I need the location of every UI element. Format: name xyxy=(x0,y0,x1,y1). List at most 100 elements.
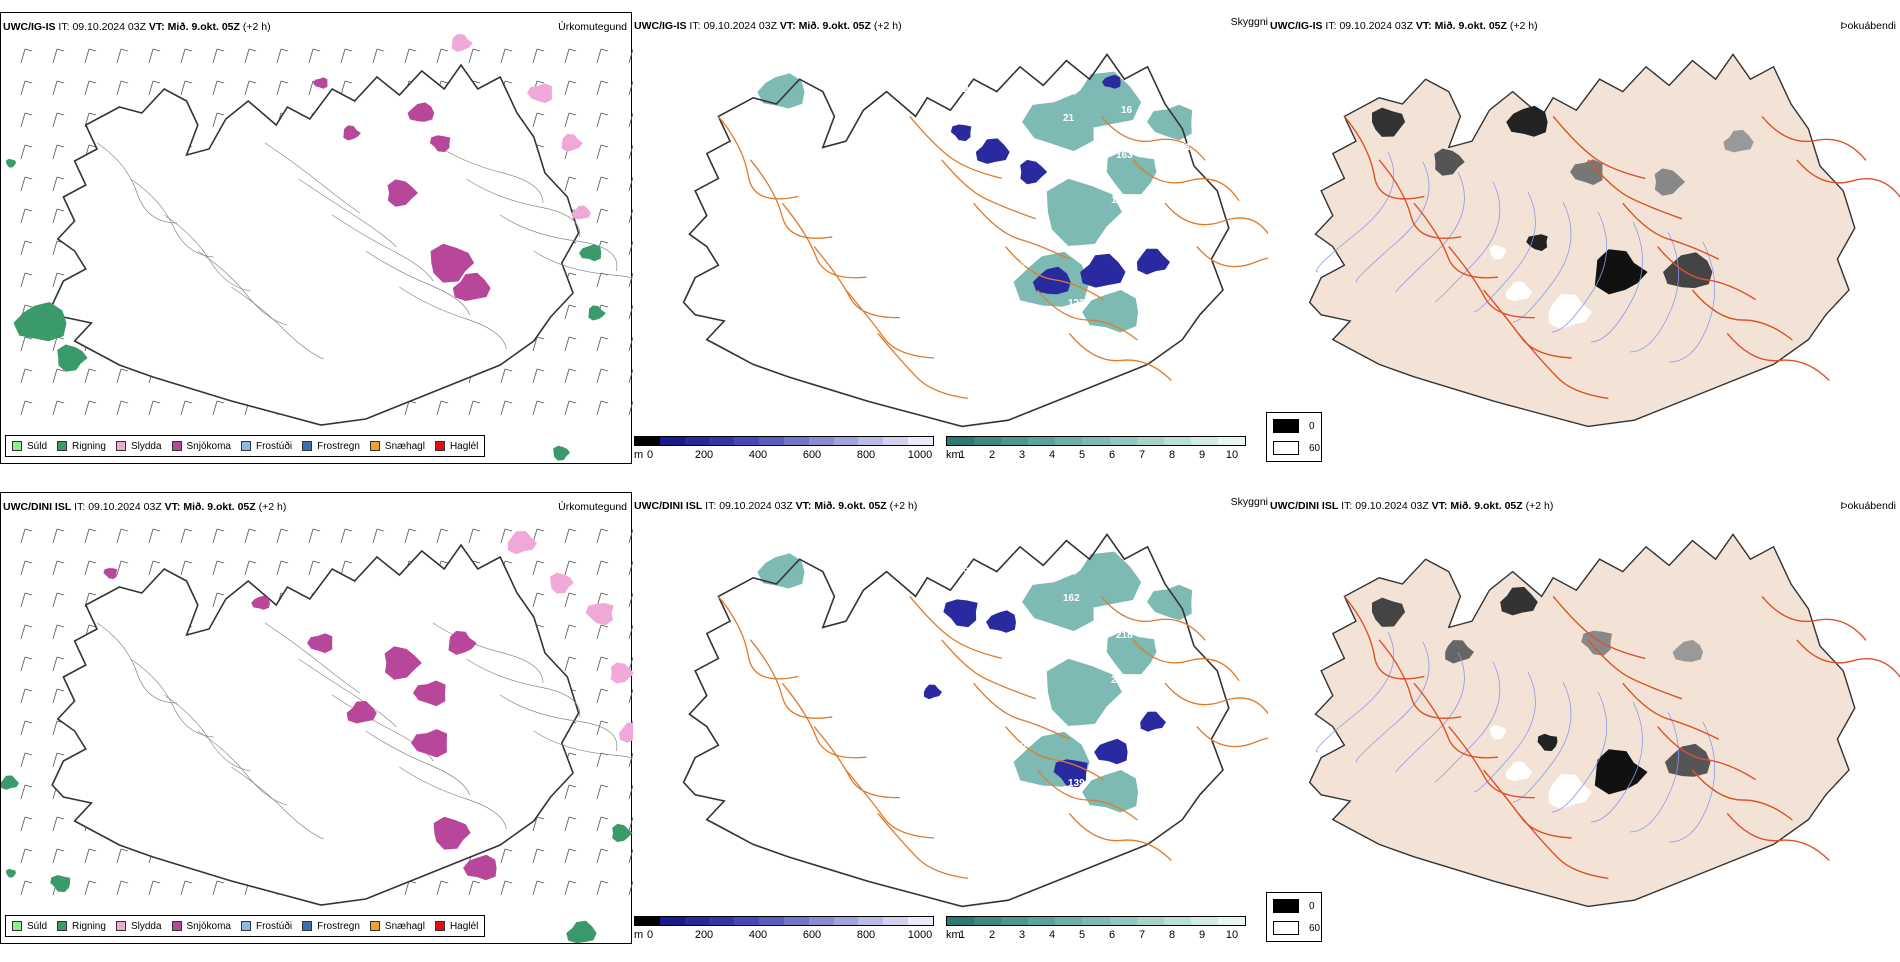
visibility-value-label: 139 xyxy=(1010,786,1027,797)
visibility-value-label: 16 xyxy=(1121,105,1133,116)
clear-area-patch xyxy=(1490,724,1507,740)
visibility-panel: UWC/DINI ISL IT: 09.10.2024 03Z VT: Mið.… xyxy=(632,492,1268,944)
panel-title: Skyggni xyxy=(1230,16,1268,28)
sleet-area xyxy=(561,133,583,152)
visibility-value-label: 152 xyxy=(952,84,969,95)
very-low-visibility-area xyxy=(1032,266,1071,295)
fog-legend-swatch-dark xyxy=(1273,899,1299,913)
rain-area xyxy=(6,868,16,878)
visibility-value-label: 15 xyxy=(1111,195,1123,206)
visibility-value-label: 20 xyxy=(962,704,974,715)
colorbar-unit: m xyxy=(634,449,644,461)
road-network xyxy=(717,595,1268,880)
iceland-coastline xyxy=(51,63,580,426)
panel-title: Þokuábendi xyxy=(1840,500,1896,512)
rain-area xyxy=(553,445,570,461)
colorbar-unit: m xyxy=(634,929,644,941)
low-visibility-area xyxy=(1106,631,1157,675)
legend-item: Frostregn xyxy=(302,441,360,452)
fog-legend: 0 60 xyxy=(1266,892,1322,942)
colorbar-tick-label: 8 xyxy=(1168,449,1176,461)
visibility-value-label: 67 xyxy=(957,269,969,280)
iceland-coastline xyxy=(682,53,1230,428)
iceland-coastline xyxy=(682,533,1230,908)
fog-index-field xyxy=(1372,105,1754,295)
visibility-value-label: 46 xyxy=(1058,158,1070,169)
fog-legend-swatch-dark xyxy=(1273,419,1299,433)
sleet-area xyxy=(619,722,633,743)
legend-label: Súld xyxy=(27,440,48,452)
snow-area xyxy=(313,77,328,89)
rain-area xyxy=(50,875,71,893)
colorbar-tick-label: 2 xyxy=(988,929,996,941)
legend-swatch xyxy=(171,921,182,931)
visibility-field xyxy=(757,551,1193,813)
colorbar-tick-label: 600 xyxy=(802,449,822,461)
fog-area xyxy=(1594,749,1648,795)
low-visibility-area xyxy=(1065,71,1142,128)
low-visibility-area xyxy=(1082,290,1138,333)
colorbar-tick-label: 1000 xyxy=(907,449,933,461)
colorbar-tick-label: 9 xyxy=(1198,449,1206,461)
iceland-coastline xyxy=(51,543,580,906)
rain-area xyxy=(6,158,16,168)
visibility-value-label: 46 xyxy=(1169,187,1181,198)
colorbar-tick-label: 7 xyxy=(1138,449,1146,461)
fog-legend-label: 0 xyxy=(1309,421,1315,432)
fog-area xyxy=(1594,249,1648,295)
low-visibility-area xyxy=(757,553,805,589)
legend-item: Rigning xyxy=(57,921,106,932)
legend-swatch xyxy=(240,921,251,931)
rain-area xyxy=(579,244,602,262)
snow-area xyxy=(251,595,270,610)
fog-area xyxy=(1664,743,1711,777)
legend-item: Rigning xyxy=(57,441,106,452)
colorbar-tick-label: 8 xyxy=(1168,929,1176,941)
low-visibility-area xyxy=(1147,104,1193,141)
panel-title: Skyggni xyxy=(1230,496,1268,508)
legend-label: Haglél xyxy=(449,440,479,452)
legend-label: Snjókoma xyxy=(186,440,231,452)
visibility-value-label: 97 xyxy=(1015,261,1027,272)
visibility-value-label: 23 xyxy=(1164,712,1176,723)
legend-item: Snjókoma xyxy=(171,921,231,932)
low-visibility-area xyxy=(1046,178,1122,246)
fog-area xyxy=(1654,168,1686,196)
legend-item: Súld xyxy=(12,441,47,452)
legend-label: Frostúði xyxy=(255,440,293,452)
legend-item: Frostúði xyxy=(240,921,292,932)
sleet-area xyxy=(550,572,574,594)
visibility-value-label: 209 xyxy=(1010,306,1027,317)
visibility-value-label: 28 xyxy=(1164,232,1176,243)
colorbar-tick-label: 4 xyxy=(1048,929,1056,941)
legend-item: Haglél xyxy=(434,921,478,932)
sleet-area xyxy=(610,662,633,684)
legend-label: Rigning xyxy=(72,920,106,932)
colorbar-tick-label: 800 xyxy=(856,929,876,941)
fog-area xyxy=(1723,129,1754,153)
precip-legend: Súld Rigning Slydda Snjókoma Frostúði Frostre… xyxy=(5,435,486,457)
visibility-value-label: 123 xyxy=(1068,298,1085,309)
very-low-visibility-area xyxy=(986,610,1016,633)
precip-legend: Súld Rigning Slydda Snjókoma Frostúði Frostre… xyxy=(5,915,486,937)
visibility-value-label: 139 xyxy=(962,224,979,235)
colorbar-tick-label: 10 xyxy=(1225,449,1239,461)
fog-area xyxy=(1372,597,1406,627)
rain-area xyxy=(1,775,19,790)
fog-legend-swatch-light xyxy=(1273,441,1299,455)
precip-map xyxy=(6,33,633,461)
clear-area-patch xyxy=(1548,294,1592,330)
legend-swatch xyxy=(171,441,182,451)
legend-item: Frostregn xyxy=(302,921,360,932)
visibility-value-label: 47 xyxy=(1005,601,1017,612)
legend-swatch xyxy=(302,921,313,931)
colorbar-tick-label: 6 xyxy=(1108,929,1116,941)
clear-area-patch xyxy=(1505,761,1532,782)
visibility-value-label: 21 xyxy=(1063,113,1075,124)
legend-swatch xyxy=(12,921,22,931)
visibility-value-label: 215 xyxy=(1111,675,1128,686)
colorbar-tick-label: 9 xyxy=(1198,929,1206,941)
visibility-field xyxy=(757,71,1193,333)
fog-map xyxy=(1308,533,1900,908)
river-network xyxy=(1316,151,1716,363)
